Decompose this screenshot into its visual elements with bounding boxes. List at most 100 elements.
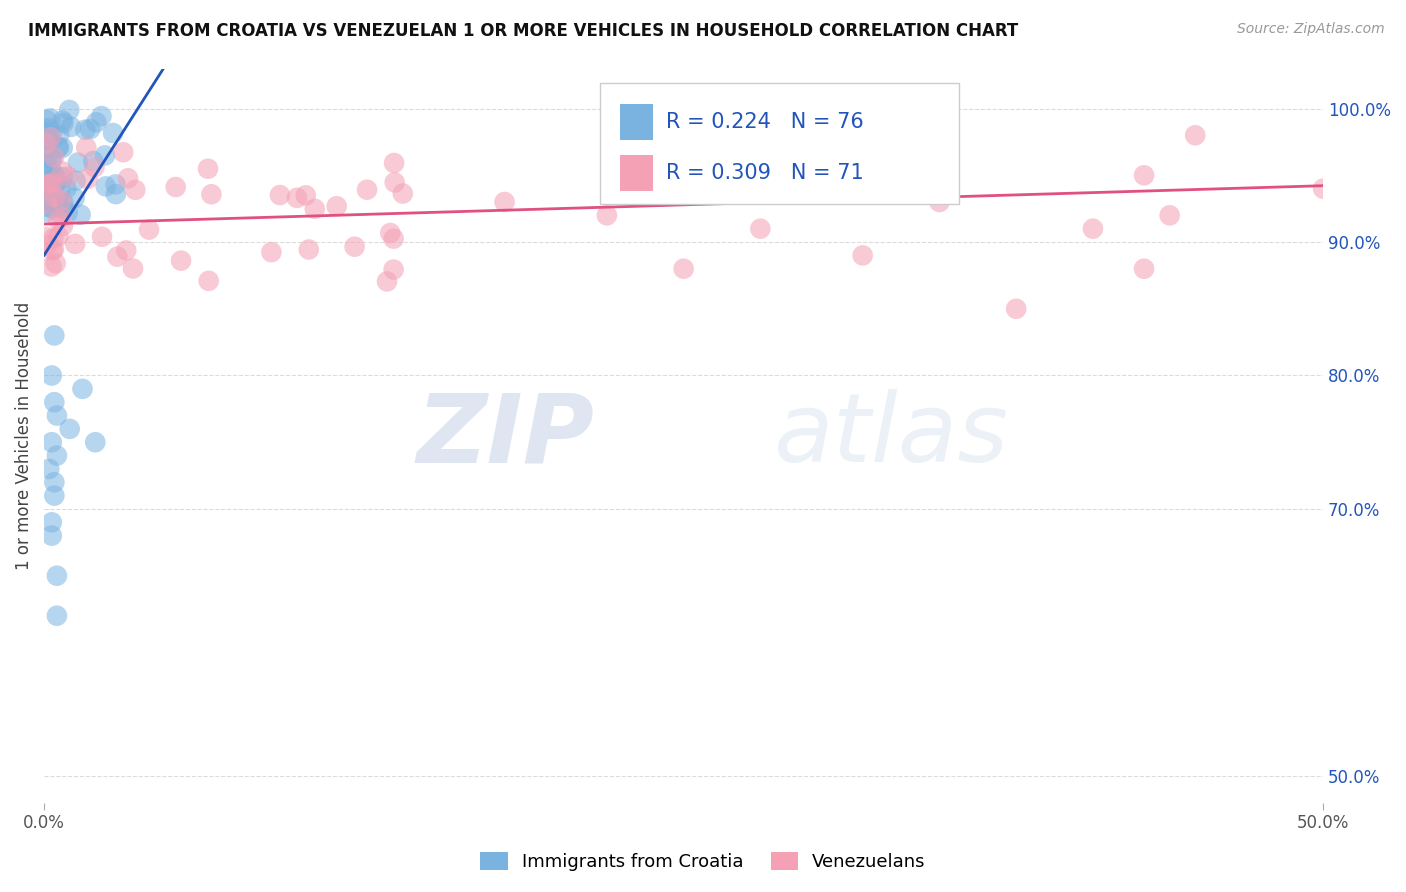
Point — [60, 120, 83, 134]
Point — [66, 155, 89, 169]
Point — [75, 122, 97, 136]
Point — [35, 194, 58, 208]
Point — [101, 126, 124, 140]
Point — [117, 171, 139, 186]
Point — [124, 183, 146, 197]
Point — [343, 240, 366, 254]
Point — [37, 200, 59, 214]
Point — [52, 141, 75, 155]
Point — [48, 229, 70, 244]
Point — [52, 195, 75, 210]
Point — [596, 208, 619, 222]
Point — [44, 190, 66, 204]
Point — [170, 253, 193, 268]
Point — [39, 112, 62, 126]
Point — [42, 231, 65, 245]
Point — [35, 162, 58, 177]
Point — [35, 126, 58, 140]
Point — [380, 226, 402, 240]
Text: ZIP: ZIP — [416, 389, 595, 482]
Point — [41, 153, 63, 167]
Point — [749, 221, 772, 235]
Point — [382, 262, 405, 277]
Point — [382, 156, 405, 170]
Point — [852, 248, 875, 262]
Point — [104, 178, 127, 192]
Point — [72, 382, 94, 396]
Point — [105, 250, 128, 264]
Point — [44, 395, 66, 409]
Text: atlas: atlas — [773, 389, 1008, 482]
Point — [197, 274, 219, 288]
Point — [295, 188, 318, 202]
Point — [84, 435, 107, 450]
Point — [37, 178, 59, 193]
Point — [41, 260, 63, 274]
Point — [51, 164, 73, 178]
Point — [38, 462, 60, 476]
Point — [51, 113, 73, 128]
Point — [56, 169, 79, 184]
Point — [49, 184, 72, 198]
Point — [138, 222, 160, 236]
Point — [38, 188, 60, 202]
Point — [260, 245, 283, 260]
Point — [38, 130, 60, 145]
Point — [35, 238, 58, 252]
Point — [1312, 181, 1334, 195]
Point — [41, 368, 63, 383]
Point — [42, 243, 65, 257]
Point — [37, 130, 59, 145]
Point — [94, 148, 117, 162]
Point — [48, 201, 70, 215]
Point — [65, 173, 87, 187]
Point — [46, 140, 69, 154]
Point — [391, 186, 413, 201]
Point — [384, 176, 406, 190]
Point — [41, 151, 63, 165]
Point — [41, 126, 63, 140]
Point — [39, 178, 62, 192]
Point — [1081, 221, 1104, 235]
Point — [35, 196, 58, 211]
Point — [55, 182, 77, 196]
Point — [90, 109, 112, 123]
Point — [115, 244, 138, 258]
Point — [44, 328, 66, 343]
Point — [45, 196, 67, 211]
Point — [35, 230, 58, 244]
Point — [42, 167, 65, 181]
Point — [41, 244, 63, 258]
Point — [1159, 208, 1181, 222]
Point — [165, 180, 187, 194]
Point — [672, 261, 695, 276]
Point — [298, 243, 321, 257]
Point — [197, 161, 219, 176]
FancyBboxPatch shape — [620, 155, 652, 191]
Point — [35, 158, 58, 172]
Point — [45, 608, 67, 623]
Point — [41, 176, 63, 190]
Point — [52, 200, 75, 214]
Point — [45, 449, 67, 463]
Point — [83, 160, 105, 174]
Point — [84, 115, 107, 129]
Point — [1005, 301, 1028, 316]
Point — [63, 191, 86, 205]
Point — [45, 175, 67, 189]
Point — [35, 113, 58, 128]
Point — [82, 154, 104, 169]
Point — [41, 516, 63, 530]
Point — [48, 140, 70, 154]
Text: Source: ZipAtlas.com: Source: ZipAtlas.com — [1237, 22, 1385, 37]
Point — [41, 529, 63, 543]
Point — [1133, 169, 1156, 183]
Point — [35, 127, 58, 141]
FancyBboxPatch shape — [600, 83, 959, 204]
Point — [1184, 128, 1206, 143]
Point — [35, 205, 58, 219]
Point — [59, 422, 82, 436]
Point — [122, 261, 145, 276]
Point — [1362, 221, 1385, 235]
Text: IMMIGRANTS FROM CROATIA VS VENEZUELAN 1 OR MORE VEHICLES IN HOUSEHOLD CORRELATIO: IMMIGRANTS FROM CROATIA VS VENEZUELAN 1 … — [28, 22, 1018, 40]
